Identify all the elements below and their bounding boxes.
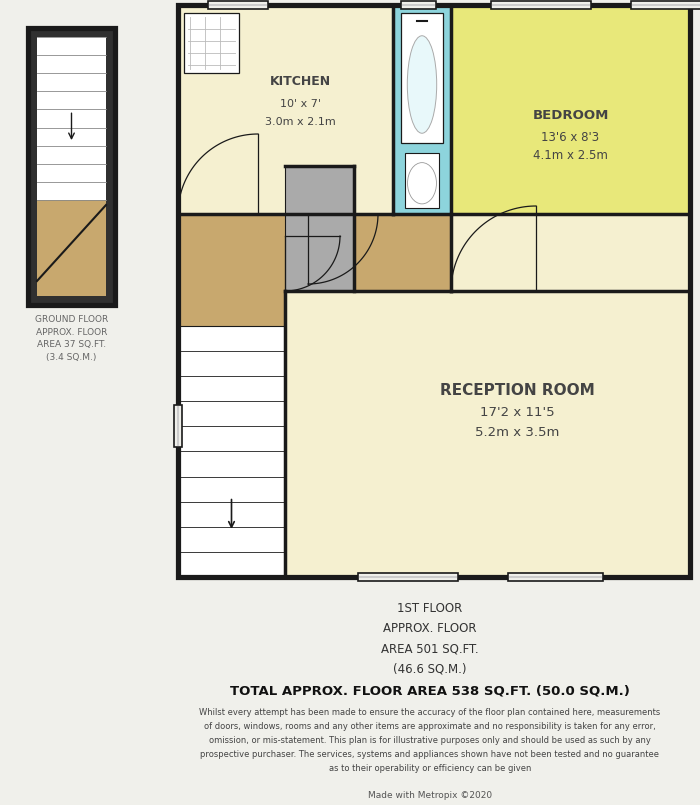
- Bar: [401, 1, 436, 9]
- Text: 1ST FLOOR: 1ST FLOOR: [398, 602, 463, 615]
- Bar: [178, 214, 285, 577]
- Text: BEDROOM: BEDROOM: [532, 109, 609, 122]
- Ellipse shape: [407, 35, 437, 134]
- Ellipse shape: [407, 163, 437, 204]
- Bar: [285, 214, 690, 577]
- Bar: [184, 13, 239, 73]
- Bar: [401, 13, 443, 143]
- Text: 5.2m x 3.5m: 5.2m x 3.5m: [475, 426, 560, 439]
- Text: AREA 501 SQ.FT.: AREA 501 SQ.FT.: [382, 642, 479, 655]
- Bar: [178, 326, 285, 577]
- Text: 17'2 x 11'5: 17'2 x 11'5: [480, 406, 555, 419]
- Text: as to their operability or efficiency can be given: as to their operability or efficiency ca…: [329, 764, 531, 773]
- Text: 3.0m x 2.1m: 3.0m x 2.1m: [265, 117, 336, 126]
- Bar: [208, 1, 268, 9]
- Bar: [37, 37, 106, 200]
- Bar: [358, 573, 458, 581]
- Text: APPROX. FLOOR: APPROX. FLOOR: [384, 622, 477, 635]
- Bar: [178, 5, 690, 577]
- Bar: [508, 573, 603, 581]
- Text: 10' x 7': 10' x 7': [280, 98, 321, 109]
- Bar: [405, 153, 439, 208]
- Text: omission, or mis-statement. This plan is for illustrative purposes only and shou: omission, or mis-statement. This plan is…: [209, 736, 651, 745]
- Bar: [491, 1, 591, 9]
- Text: TOTAL APPROX. FLOOR AREA 538 SQ.FT. (50.0 SQ.M.): TOTAL APPROX. FLOOR AREA 538 SQ.FT. (50.…: [230, 684, 630, 697]
- Bar: [37, 200, 106, 296]
- Text: 13'6 x 8'3: 13'6 x 8'3: [541, 130, 600, 143]
- Bar: [285, 166, 354, 291]
- Bar: [631, 1, 700, 9]
- Text: GROUND FLOOR
APPROX. FLOOR
AREA 37 SQ.FT.
(3.4 SQ.M.): GROUND FLOOR APPROX. FLOOR AREA 37 SQ.FT…: [35, 315, 108, 361]
- Bar: [28, 28, 115, 305]
- Text: prospective purchaser. The services, systems and appliances shown have not been : prospective purchaser. The services, sys…: [200, 750, 659, 759]
- Text: of doors, windows, rooms and any other items are approximate and no responsibili: of doors, windows, rooms and any other i…: [204, 722, 656, 731]
- Text: 4.1m x 2.5m: 4.1m x 2.5m: [533, 148, 608, 162]
- Bar: [174, 405, 182, 447]
- Text: (46.6 SQ.M.): (46.6 SQ.M.): [393, 662, 467, 675]
- Text: Whilst every attempt has been made to ensure the accuracy of the floor plan cont: Whilst every attempt has been made to en…: [199, 708, 661, 717]
- Bar: [178, 214, 451, 291]
- Bar: [178, 5, 393, 214]
- Text: RECEPTION ROOM: RECEPTION ROOM: [440, 383, 595, 398]
- Bar: [393, 5, 451, 214]
- Bar: [451, 5, 690, 291]
- Text: Made with Metropix ©2020: Made with Metropix ©2020: [368, 791, 492, 800]
- Text: KITCHEN: KITCHEN: [270, 75, 331, 88]
